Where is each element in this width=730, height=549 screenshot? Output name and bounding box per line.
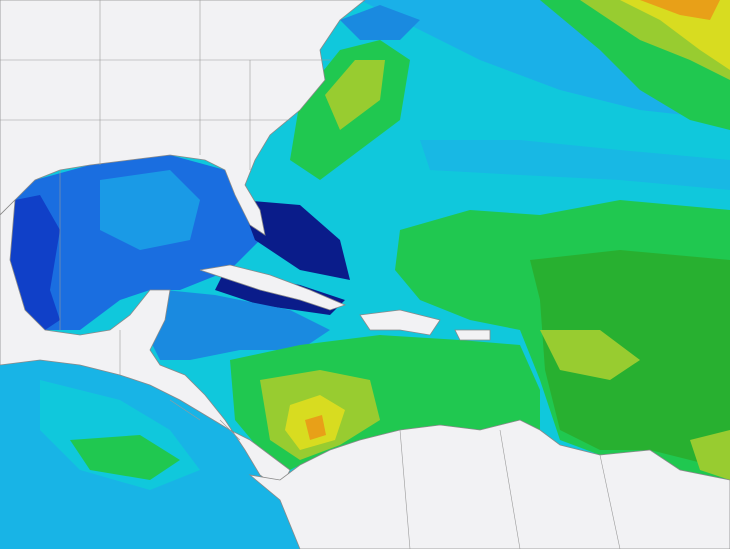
- puerto-rico: [454, 329, 491, 341]
- field-navy: [240, 200, 350, 280]
- field-yellow-green: [690, 430, 730, 480]
- atlantic-field: [290, 0, 730, 480]
- pacific-field: [0, 360, 300, 549]
- field-blue: [340, 5, 420, 40]
- mexico-central-america: [0, 198, 291, 491]
- north-america: [0, 0, 366, 236]
- hispaniola: [359, 309, 441, 336]
- field-yellow-green: [325, 60, 385, 130]
- south-america: [248, 419, 730, 549]
- caribbean-field: [230, 335, 540, 470]
- cuba: [199, 264, 347, 311]
- field-deep-blue: [10, 195, 60, 330]
- field-blue: [150, 290, 330, 360]
- field-green: [70, 435, 180, 480]
- field-orange: [640, 0, 720, 20]
- field-mid-blue: [100, 170, 200, 250]
- field-orange: [305, 415, 326, 440]
- borders: [0, 0, 621, 549]
- field-light-blue: [420, 140, 730, 190]
- field-yellow-green: [540, 330, 640, 380]
